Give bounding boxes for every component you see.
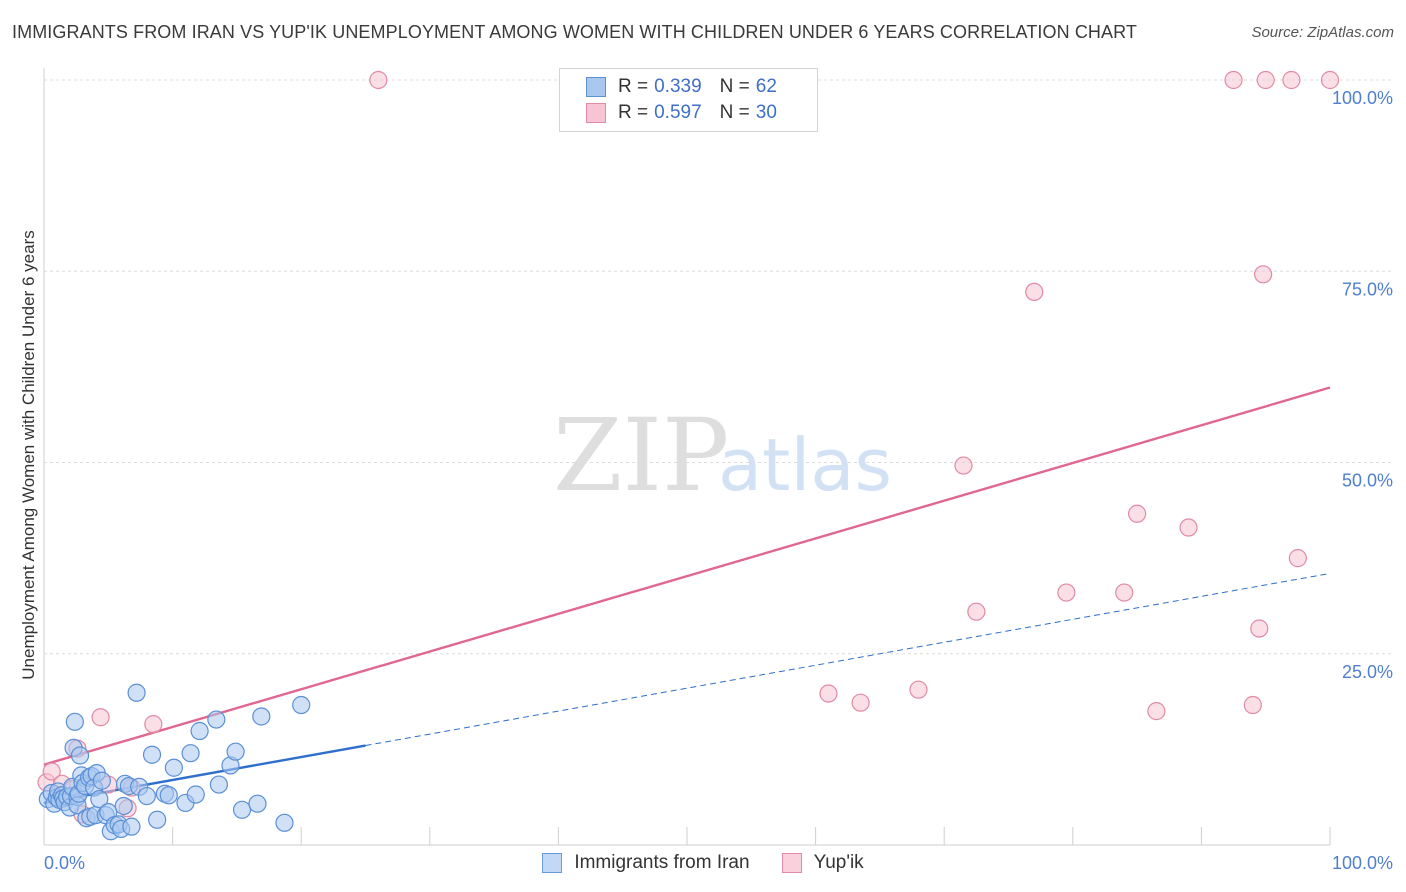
iran-point-50 <box>186 785 205 804</box>
iran-r-value: 0.339 <box>654 76 702 97</box>
iran-trend-extension <box>365 572 1331 747</box>
iran-point-29 <box>90 789 109 809</box>
iran-point-58 <box>252 707 271 726</box>
source-credit: Source: ZipAtlas.com <box>1251 24 1394 41</box>
iran-point-47 <box>164 758 183 777</box>
chart-title: IMMIGRANTS FROM IRAN VS YUP'IK UNEMPLOYM… <box>12 22 1137 42</box>
iran-point-44 <box>148 810 167 829</box>
yupik-r-value: 0.597 <box>654 102 702 123</box>
yupik-point-12 <box>369 70 388 90</box>
iran-point-39 <box>122 817 141 836</box>
yupik-point-7 <box>91 708 110 727</box>
yupik-point-31 <box>1320 70 1340 90</box>
yupik-point-29 <box>1288 549 1307 568</box>
yupik-point-18 <box>1025 282 1044 302</box>
y-tick-label-2: 75.0% <box>1342 279 1393 299</box>
axes <box>43 68 1331 846</box>
yupik-point-23 <box>1179 518 1198 537</box>
correlation-legend: R = 0.339 N = 62 R = 0.597 N = 30 <box>559 68 818 132</box>
legend-row-yupik: R = 0.597 N = 30 <box>586 100 777 126</box>
iran-r-label: R = <box>618 76 649 97</box>
iran-point-18 <box>70 746 90 765</box>
yupik-point-1 <box>42 762 61 781</box>
yupik-point-16 <box>954 456 973 475</box>
iran-point-60 <box>292 695 311 715</box>
yupik-trend-line <box>43 386 1331 766</box>
yupik-point-15 <box>909 680 928 699</box>
gridlines <box>44 79 1393 655</box>
iran-n-label: N = <box>719 76 750 97</box>
iran-point-52 <box>207 710 226 729</box>
yupik-point-17 <box>967 602 986 621</box>
yupik-point-13 <box>819 684 838 703</box>
yupik-n-label: N = <box>719 102 750 123</box>
yupik-point-28 <box>1256 70 1275 90</box>
watermark-atlas: atlas <box>718 423 892 507</box>
iran-points <box>38 683 311 841</box>
yupik-legend-label: Yup'ik <box>813 852 864 873</box>
iran-legend-label: Immigrants from Iran <box>574 852 750 873</box>
yupik-point-27 <box>1254 265 1273 284</box>
iran-point-40 <box>127 683 146 702</box>
yupik-r-label: R = <box>618 102 649 123</box>
iran-point-57 <box>248 794 267 813</box>
y-axis-label: Unemployment Among Women with Children U… <box>19 230 38 679</box>
yupik-point-26 <box>1250 619 1269 638</box>
iran-point-56 <box>232 800 252 819</box>
yupik-point-24 <box>1224 70 1243 90</box>
series-legend: Immigrants from Iran Yup'ik <box>0 852 1406 874</box>
iran-point-49 <box>181 744 200 763</box>
yupik-point-11 <box>144 715 163 734</box>
iran-point-30 <box>92 771 111 790</box>
iran-point-53 <box>209 775 228 794</box>
watermark: ZIP atlas <box>553 397 892 514</box>
legend-row-iran: R = 0.339 N = 62 <box>586 74 777 100</box>
x-tick-label-1: 100.0% <box>1332 853 1393 873</box>
yupik-point-30 <box>1282 70 1301 90</box>
yupik-n-value: 30 <box>755 102 777 123</box>
iran-legend-swatch <box>542 853 563 873</box>
x-tick-labels: 0.0% 100.0% <box>44 853 1393 873</box>
legend-item-yupik[interactable]: Yup'ik <box>781 852 864 874</box>
yupik-point-14 <box>851 693 870 712</box>
yupik-point-25 <box>1243 695 1262 715</box>
legend-item-iran[interactable]: Immigrants from Iran <box>542 852 750 874</box>
iran-point-61 <box>114 796 133 816</box>
y-tick-label-3: 100.0% <box>1332 88 1393 108</box>
iran-point-59 <box>275 813 294 832</box>
yupik-point-19 <box>1057 583 1076 602</box>
y-tick-label-0: 25.0% <box>1342 662 1393 682</box>
watermark-zip: ZIP <box>553 397 729 514</box>
y-tick-label-1: 50.0% <box>1342 471 1393 491</box>
yupik-point-21 <box>1127 504 1147 523</box>
iran-swatch <box>586 77 606 97</box>
x-tick-label-0: 0.0% <box>44 853 85 873</box>
iran-point-43 <box>142 745 162 764</box>
iran-point-46 <box>159 786 178 805</box>
iran-n-value: 62 <box>755 76 777 97</box>
yupik-point-20 <box>1115 583 1134 602</box>
yupik-point-22 <box>1147 702 1166 721</box>
iran-point-42 <box>137 786 156 806</box>
yupik-legend-swatch <box>781 853 802 873</box>
y-tick-labels: 25.0% 50.0% 75.0% 100.0% <box>1332 88 1393 682</box>
yupik-swatch <box>586 103 606 123</box>
iran-point-51 <box>190 721 209 741</box>
iran-point-55 <box>226 742 245 761</box>
iran-point-14 <box>65 712 84 731</box>
